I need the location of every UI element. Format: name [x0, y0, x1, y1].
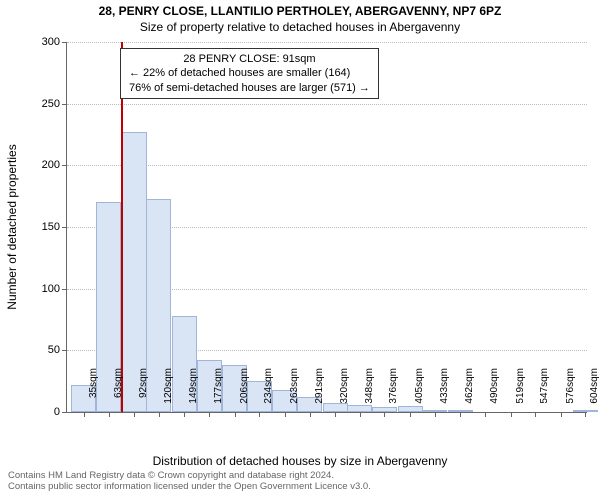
attribution-line1: Contains HM Land Registry data © Crown c… [8, 470, 592, 481]
x-tick-mark [310, 412, 311, 417]
x-tick-label: 177sqm [213, 368, 224, 418]
y-tick-mark [62, 42, 67, 43]
x-tick-mark [209, 412, 210, 417]
y-tick-label: 100 [30, 283, 60, 295]
x-tick-label: 519sqm [515, 368, 526, 418]
x-tick-label: 291sqm [314, 368, 325, 418]
x-tick-mark [285, 412, 286, 417]
annotation-line-larger: 76% of semi-detached houses are larger (… [129, 81, 370, 95]
x-tick-label: 63sqm [113, 368, 124, 418]
x-tick-mark [134, 412, 135, 417]
x-tick-label: 405sqm [414, 368, 425, 418]
x-tick-mark [410, 412, 411, 417]
y-tick-label: 150 [30, 221, 60, 233]
x-tick-label: 604sqm [589, 368, 600, 418]
chart-container: 28, PENRY CLOSE, LLANTILIO PERTHOLEY, AB… [0, 0, 600, 500]
x-tick-mark [561, 412, 562, 417]
y-tick-mark [62, 104, 67, 105]
x-tick-mark [259, 412, 260, 417]
x-tick-mark [335, 412, 336, 417]
x-tick-label: 120sqm [163, 368, 174, 418]
x-tick-label: 206sqm [239, 368, 250, 418]
x-axis-label: Distribution of detached houses by size … [0, 454, 600, 468]
x-tick-mark [184, 412, 185, 417]
y-tick-label: 250 [30, 98, 60, 110]
x-tick-label: 376sqm [388, 368, 399, 418]
x-tick-label: 320sqm [339, 368, 350, 418]
chart-title-line2: Size of property relative to detached ho… [0, 20, 600, 34]
x-tick-mark [435, 412, 436, 417]
x-tick-label: 149sqm [188, 368, 199, 418]
x-tick-label: 576sqm [565, 368, 576, 418]
x-tick-label: 547sqm [539, 368, 550, 418]
x-tick-mark [235, 412, 236, 417]
x-tick-mark [360, 412, 361, 417]
y-tick-mark [62, 412, 67, 413]
y-tick-label: 50 [30, 344, 60, 356]
x-tick-mark [109, 412, 110, 417]
annotation-title: 28 PENRY CLOSE: 91sqm [129, 52, 370, 66]
x-tick-label: 433sqm [439, 368, 450, 418]
x-tick-label: 348sqm [364, 368, 375, 418]
x-tick-label: 92sqm [138, 368, 149, 418]
x-tick-mark [485, 412, 486, 417]
annotation-box: 28 PENRY CLOSE: 91sqm ← 22% of detached … [120, 48, 379, 99]
x-tick-mark [460, 412, 461, 417]
x-tick-mark [159, 412, 160, 417]
gridline [67, 42, 587, 43]
y-tick-label: 200 [30, 159, 60, 171]
y-tick-label: 0 [30, 406, 60, 418]
x-tick-label: 490sqm [489, 368, 500, 418]
attribution-line2: Contains public sector information licen… [8, 481, 592, 492]
x-tick-label: 462sqm [464, 368, 475, 418]
x-tick-mark [384, 412, 385, 417]
y-axis-label: Number of detached properties [5, 144, 19, 309]
x-tick-label: 35sqm [88, 368, 99, 418]
y-tick-label: 300 [30, 36, 60, 48]
x-tick-label: 234sqm [263, 368, 274, 418]
x-tick-mark [585, 412, 586, 417]
x-tick-label: 263sqm [289, 368, 300, 418]
x-tick-mark [511, 412, 512, 417]
annotation-line-smaller: ← 22% of detached houses are smaller (16… [129, 66, 370, 80]
gridline [67, 104, 587, 105]
y-tick-mark [62, 289, 67, 290]
chart-title-line1: 28, PENRY CLOSE, LLANTILIO PERTHOLEY, AB… [0, 4, 600, 18]
y-tick-mark [62, 350, 67, 351]
y-tick-mark [62, 227, 67, 228]
x-tick-mark [535, 412, 536, 417]
x-tick-mark [84, 412, 85, 417]
attribution-text: Contains HM Land Registry data © Crown c… [8, 470, 592, 493]
y-tick-mark [62, 165, 67, 166]
